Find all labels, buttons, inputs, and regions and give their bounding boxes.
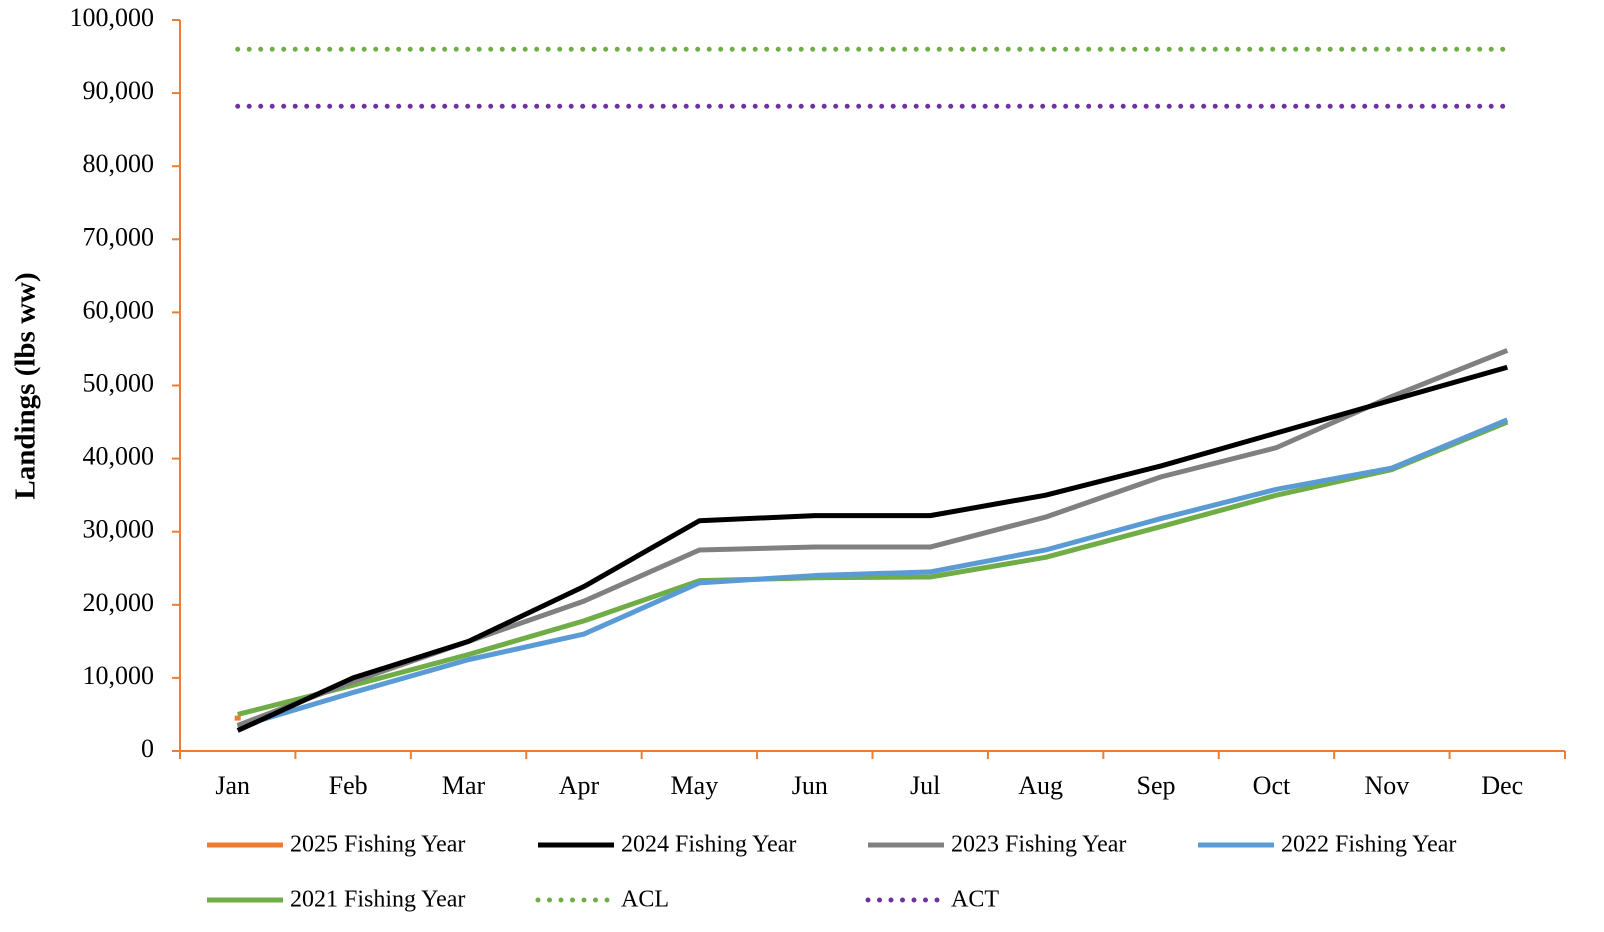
y-tick-label: 10,000: [83, 661, 155, 690]
y-tick-label: 50,000: [83, 368, 155, 397]
y-tick-label: 0: [141, 734, 154, 763]
x-tick-label: Aug: [1018, 771, 1063, 800]
y-tick-label: 20,000: [83, 588, 155, 617]
y-tick-label: 60,000: [83, 295, 155, 324]
x-tick-label: Oct: [1253, 771, 1291, 800]
x-tick-label: Apr: [559, 771, 600, 800]
series-line: [236, 364, 1508, 733]
legend-label: 2024 Fishing Year: [621, 832, 796, 858]
legend-label: ACT: [951, 887, 999, 913]
x-tick-label: Mar: [442, 771, 486, 800]
x-tick-label: Jun: [792, 771, 828, 800]
y-axis-label: Landings (lbs ww): [10, 272, 42, 499]
x-tick-label: Feb: [329, 771, 368, 800]
y-tick-label: 70,000: [83, 222, 155, 251]
y-tick-label: 30,000: [83, 515, 155, 544]
series-line: [237, 419, 1509, 717]
y-tick-label: 80,000: [83, 149, 155, 178]
x-tick-label: Sep: [1137, 771, 1176, 800]
legend-label: ACL: [621, 887, 669, 913]
legend-label: 2022 Fishing Year: [1281, 832, 1456, 858]
legend-label: 2025 Fishing Year: [290, 832, 465, 858]
x-tick-label: Jan: [215, 771, 250, 800]
x-tick-label: Nov: [1364, 771, 1409, 800]
x-tick-label: May: [671, 771, 719, 800]
y-tick-label: 100,000: [70, 3, 155, 32]
y-tick-label: 40,000: [83, 442, 155, 471]
y-tick-label: 90,000: [83, 76, 155, 105]
legend-label: 2021 Fishing Year: [290, 887, 465, 913]
x-tick-label: Dec: [1481, 771, 1523, 800]
series-line: [236, 417, 1509, 730]
x-tick-label: Jul: [910, 771, 940, 800]
legend-label: 2023 Fishing Year: [951, 832, 1126, 858]
